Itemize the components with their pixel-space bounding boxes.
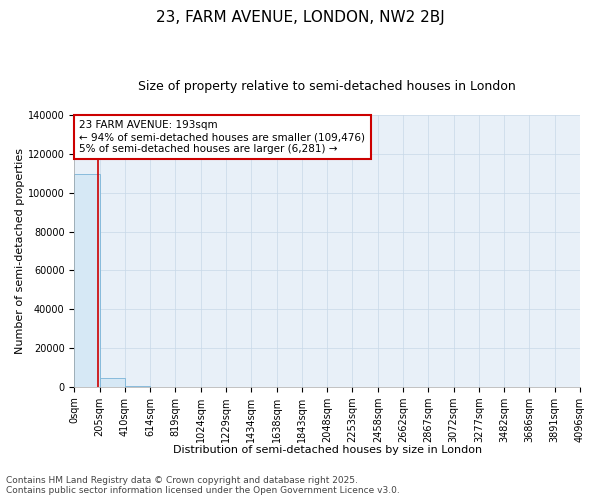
- Title: Size of property relative to semi-detached houses in London: Size of property relative to semi-detach…: [139, 80, 516, 93]
- X-axis label: Distribution of semi-detached houses by size in London: Distribution of semi-detached houses by …: [173, 445, 482, 455]
- Text: 23, FARM AVENUE, LONDON, NW2 2BJ: 23, FARM AVENUE, LONDON, NW2 2BJ: [155, 10, 445, 25]
- Y-axis label: Number of semi-detached properties: Number of semi-detached properties: [15, 148, 25, 354]
- Text: 23 FARM AVENUE: 193sqm
← 94% of semi-detached houses are smaller (109,476)
5% of: 23 FARM AVENUE: 193sqm ← 94% of semi-det…: [79, 120, 365, 154]
- Text: Contains HM Land Registry data © Crown copyright and database right 2025.
Contai: Contains HM Land Registry data © Crown c…: [6, 476, 400, 495]
- Bar: [100, 378, 125, 387]
- Bar: [125, 386, 150, 387]
- Bar: [74, 174, 100, 387]
